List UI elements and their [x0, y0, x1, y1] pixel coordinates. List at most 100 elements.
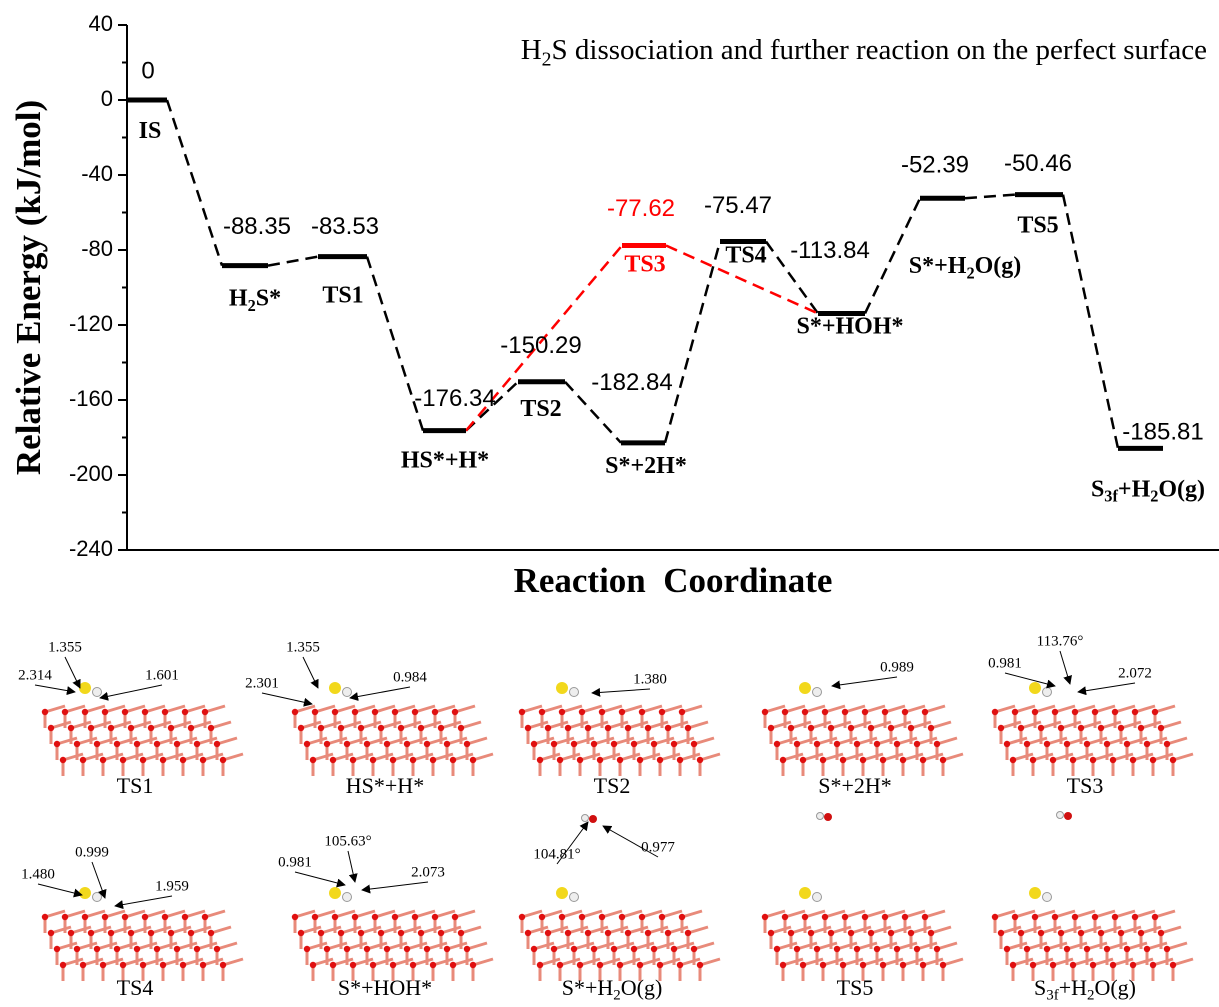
atom: [182, 709, 188, 715]
atom: [404, 946, 410, 952]
atom: [677, 962, 683, 968]
atom: [1112, 709, 1118, 715]
atom: [1150, 962, 1156, 968]
slab: [762, 911, 963, 981]
annotation-arrow: [35, 685, 75, 692]
atom: [82, 914, 88, 920]
slab: [292, 706, 493, 776]
atom: [934, 946, 940, 952]
atom: [1110, 757, 1116, 763]
atom: [998, 930, 1004, 936]
atom: [697, 962, 703, 968]
atom: [1018, 725, 1024, 731]
atom: [1050, 757, 1056, 763]
atom: [324, 741, 330, 747]
annotation: 0.999: [75, 844, 109, 860]
atom: [154, 946, 160, 952]
atom: [894, 946, 900, 952]
atom: [908, 725, 914, 731]
atom: [168, 930, 174, 936]
atom: [882, 709, 888, 715]
text-part: TS5: [1017, 212, 1058, 238]
atom: [557, 962, 563, 968]
atom: [304, 741, 310, 747]
atom: [194, 741, 200, 747]
y-tick-label: -80: [81, 236, 113, 261]
value-label: -52.39: [901, 152, 969, 179]
atom: [1150, 757, 1156, 763]
atom: [1138, 930, 1144, 936]
structure-caption: TS5: [837, 975, 874, 1000]
atom: [378, 725, 384, 731]
atom: [108, 725, 114, 731]
atom: [458, 725, 464, 731]
value-label: -176.34: [414, 385, 495, 412]
atom: [880, 757, 886, 763]
atom: [220, 962, 226, 968]
atom: [1144, 741, 1150, 747]
oxygen-atom: [589, 815, 597, 823]
sulfur-atom: [329, 887, 341, 899]
atom: [42, 914, 48, 920]
atom: [352, 709, 358, 715]
text-part: TS4: [725, 242, 766, 268]
atom: [412, 914, 418, 920]
atom: [418, 725, 424, 731]
annotation: 1.355: [48, 639, 82, 655]
sulfur-atom: [79, 682, 91, 694]
atom: [62, 914, 68, 920]
atom: [310, 757, 316, 763]
atom: [60, 962, 66, 968]
atom: [200, 757, 206, 763]
atom: [60, 757, 66, 763]
atom: [992, 914, 998, 920]
atom: [202, 914, 208, 920]
atom: [551, 946, 557, 952]
atom: [1030, 962, 1036, 968]
atom: [220, 757, 226, 763]
atom: [519, 709, 525, 715]
connector: [965, 195, 1015, 199]
atom: [902, 914, 908, 920]
atom: [1004, 946, 1010, 952]
atom: [679, 914, 685, 920]
atom: [134, 946, 140, 952]
annotation-arrow: [348, 851, 355, 882]
annotation-arrow: [1060, 651, 1070, 684]
atom: [1152, 914, 1158, 920]
atom: [820, 962, 826, 968]
text-part: +H: [1118, 476, 1151, 502]
atom: [611, 741, 617, 747]
atom: [679, 709, 685, 715]
atom: [537, 757, 543, 763]
atom: [1004, 741, 1010, 747]
atom: [404, 741, 410, 747]
atom: [310, 962, 316, 968]
atom: [102, 709, 108, 715]
annotation-arrow: [65, 657, 80, 688]
atom: [292, 914, 298, 920]
atom: [438, 725, 444, 731]
atom: [762, 709, 768, 715]
atom: [814, 946, 820, 952]
atom: [418, 930, 424, 936]
atom: [874, 741, 880, 747]
atom: [128, 725, 134, 731]
atom: [531, 741, 537, 747]
structure-caption: S3f+H2O(g): [1034, 975, 1136, 1004]
atom: [1030, 757, 1036, 763]
atom: [1092, 709, 1098, 715]
atom: [1098, 725, 1104, 731]
atom: [1170, 962, 1176, 968]
level-label: TS2: [520, 395, 561, 421]
atom: [685, 725, 691, 731]
atom: [762, 914, 768, 920]
hydrogen-atom: [582, 815, 589, 822]
subscript: 2: [1087, 988, 1094, 1004]
atom: [780, 757, 786, 763]
text-part: S*: [256, 285, 281, 311]
atom: [822, 914, 828, 920]
annotation: 1.601: [145, 667, 179, 683]
annotation: 1.380: [633, 671, 667, 687]
connector: [1063, 195, 1118, 449]
